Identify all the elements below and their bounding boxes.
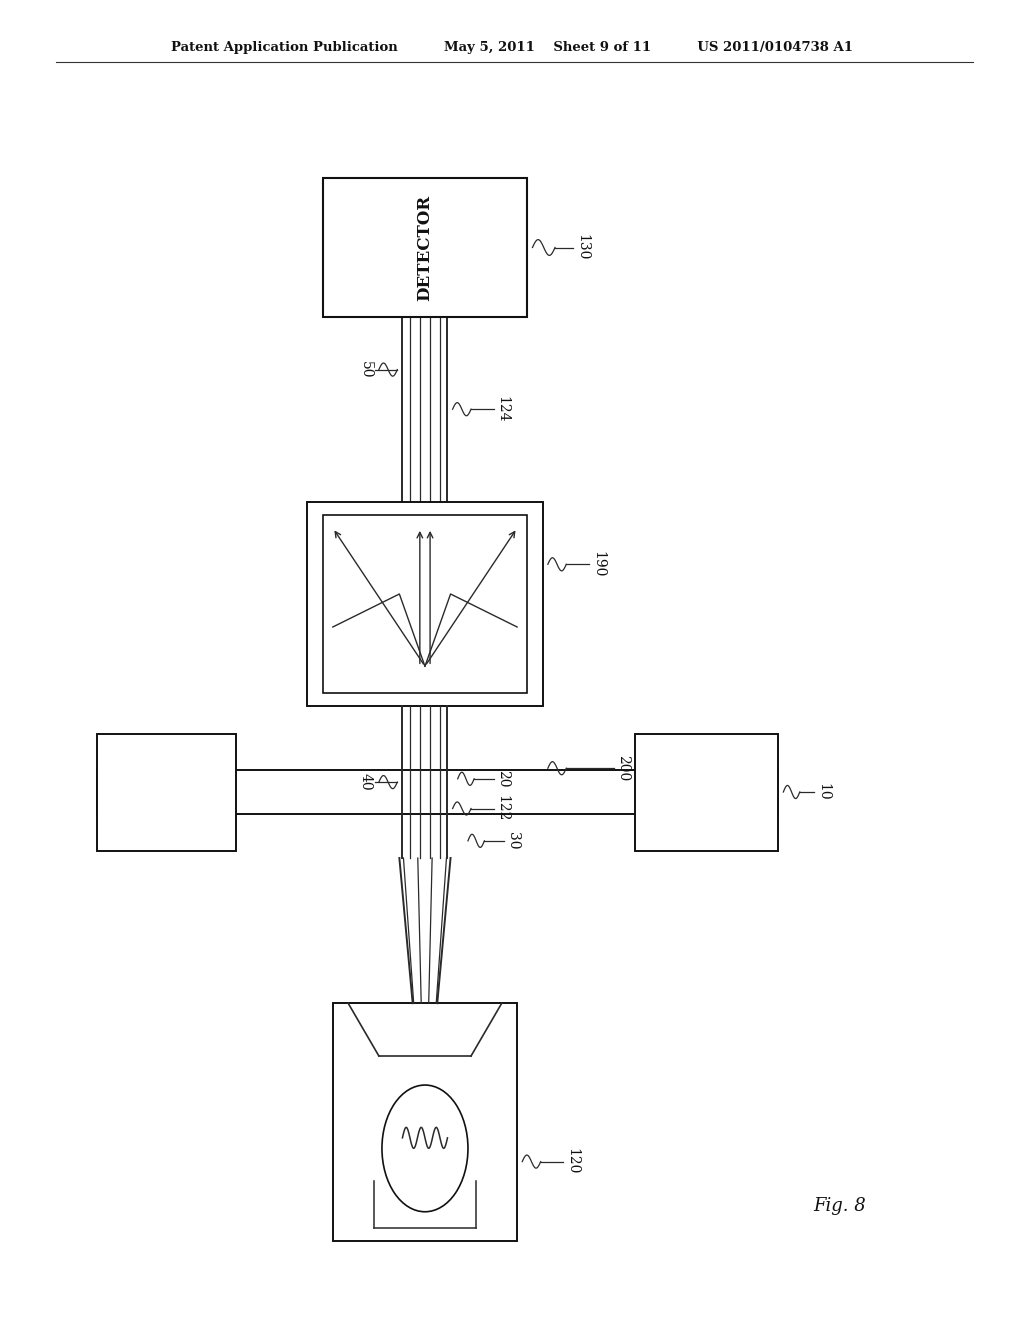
Bar: [307, 502, 543, 706]
Bar: [323, 178, 527, 317]
Text: Patent Application Publication          May 5, 2011    Sheet 9 of 11          US: Patent Application Publication May 5, 20…: [171, 41, 853, 54]
Bar: [323, 515, 527, 693]
Text: 130: 130: [575, 235, 590, 260]
Bar: [635, 734, 778, 851]
Text: 190: 190: [591, 552, 605, 577]
Text: 124: 124: [496, 396, 510, 422]
Text: 122: 122: [496, 796, 510, 821]
Text: 30: 30: [506, 832, 520, 850]
Text: 120: 120: [565, 1148, 580, 1175]
Bar: [333, 1003, 517, 1241]
Text: 200: 200: [616, 755, 631, 781]
Text: Fig. 8: Fig. 8: [813, 1197, 866, 1216]
Text: 40: 40: [358, 774, 373, 791]
Ellipse shape: [382, 1085, 468, 1212]
Text: 10: 10: [816, 783, 830, 801]
Text: 20: 20: [496, 770, 510, 788]
Bar: [97, 770, 778, 814]
Text: DETECTOR: DETECTOR: [417, 194, 433, 301]
Text: 50: 50: [358, 360, 373, 379]
Bar: [97, 734, 236, 851]
